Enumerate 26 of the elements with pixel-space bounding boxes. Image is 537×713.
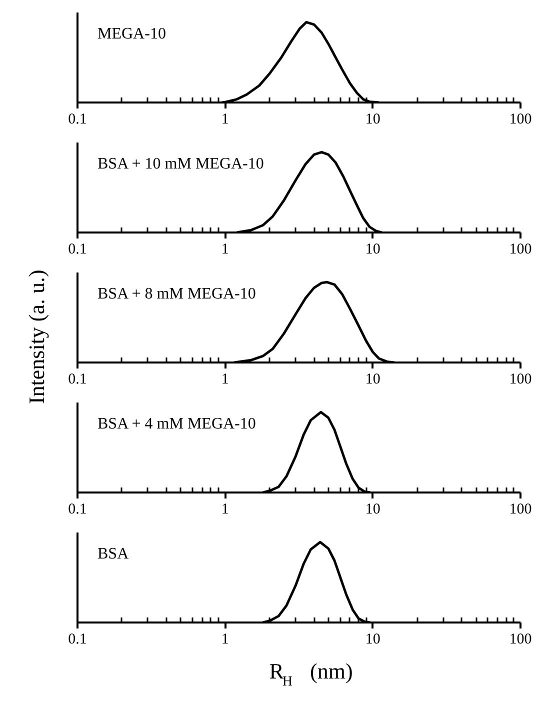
chart-title: BSA + 8 mM MEGA-10 xyxy=(98,286,256,302)
x-tick-label: 10 xyxy=(365,112,380,128)
x-tick-label: 10 xyxy=(365,372,380,388)
chart-title: BSA + 4 mM MEGA-10 xyxy=(98,416,256,432)
chart-title: MEGA-10 xyxy=(98,26,166,42)
x-tick-label: 100 xyxy=(509,502,532,518)
x-tick-label: 100 xyxy=(509,372,532,388)
x-tick-label: 10 xyxy=(365,632,380,648)
x-tick-label: 100 xyxy=(509,112,532,128)
x-tick-label: 0.1 xyxy=(68,112,87,128)
chart-title: BSA xyxy=(98,546,130,562)
x-tick-label: 0.1 xyxy=(68,632,87,648)
x-tick-label: 1 xyxy=(221,112,229,128)
x-tick-label: 10 xyxy=(365,502,380,518)
x-tick-label: 1 xyxy=(221,632,229,648)
x-tick-label: 100 xyxy=(509,242,532,258)
x-tick-label: 0.1 xyxy=(68,372,87,388)
x-tick-label: 0.1 xyxy=(68,502,87,518)
x-tick-label: 100 xyxy=(509,632,532,648)
chart-title: BSA + 10 mM MEGA-10 xyxy=(98,156,264,172)
x-tick-label: 1 xyxy=(221,372,229,388)
x-tick-label: 0.1 xyxy=(68,242,87,258)
y-axis-title: Intensity (a. u.) xyxy=(24,270,49,404)
x-tick-label: 1 xyxy=(221,242,229,258)
x-tick-label: 10 xyxy=(365,242,380,258)
x-tick-label: 1 xyxy=(221,502,229,518)
